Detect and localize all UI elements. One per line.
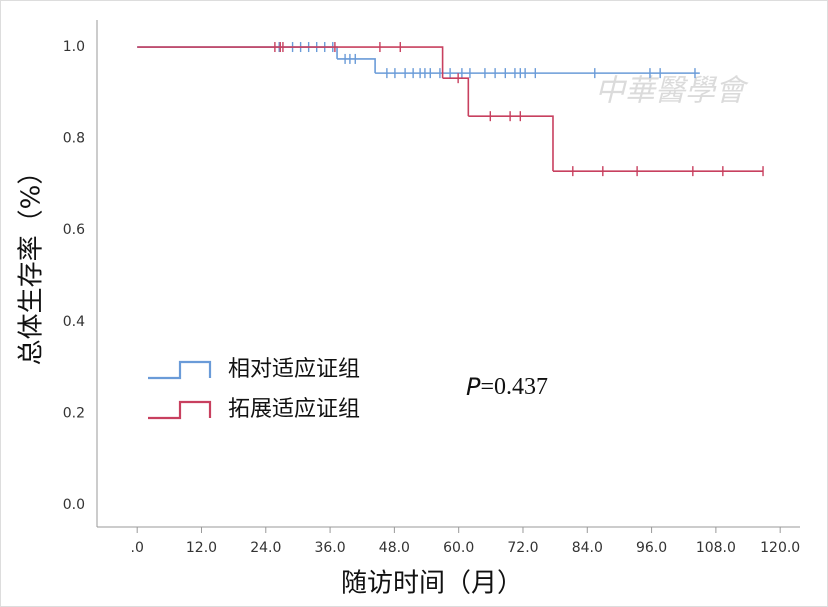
y-tick-label: 0.2 — [63, 405, 85, 421]
x-tick-label: 96.0 — [636, 540, 667, 556]
y-tick-label: 0.4 — [63, 314, 85, 330]
legend-swatch — [148, 400, 212, 420]
y-tick-label: 0.0 — [63, 497, 85, 513]
x-tick-label: 120.0 — [760, 540, 800, 556]
survival-step — [442, 77, 470, 117]
legend-label: 拓展适应证组 — [228, 397, 360, 422]
survival-step — [468, 115, 554, 172]
x-tick-label: 60.0 — [443, 540, 474, 556]
legend-swatch — [148, 360, 212, 380]
x-tick-label: 84.0 — [572, 540, 603, 556]
p-symbol: P — [466, 373, 481, 401]
y-axis-label: 总体生存率（%） — [17, 159, 47, 366]
p-number: =0.437 — [480, 374, 548, 400]
survival-step — [137, 46, 444, 79]
x-tick-label: 72.0 — [507, 540, 538, 556]
y-tick-label: 1.0 — [63, 39, 85, 55]
x-tick-label: 12.0 — [186, 540, 217, 556]
x-tick-label: .0 — [131, 540, 144, 556]
legend-label: 相对适应证组 — [228, 357, 360, 382]
y-tick-label: 0.8 — [63, 131, 85, 147]
watermark: 中華醫學會 — [595, 74, 749, 109]
y-tick-label: 0.6 — [63, 222, 85, 238]
x-tick-label: 24.0 — [250, 540, 281, 556]
x-tick-label: 108.0 — [696, 540, 736, 556]
p-value: P=0.437 — [466, 373, 548, 401]
x-axis-label: 随访时间（月） — [341, 569, 523, 599]
x-tick-label: 48.0 — [379, 540, 410, 556]
x-tick-label: 36.0 — [314, 540, 345, 556]
